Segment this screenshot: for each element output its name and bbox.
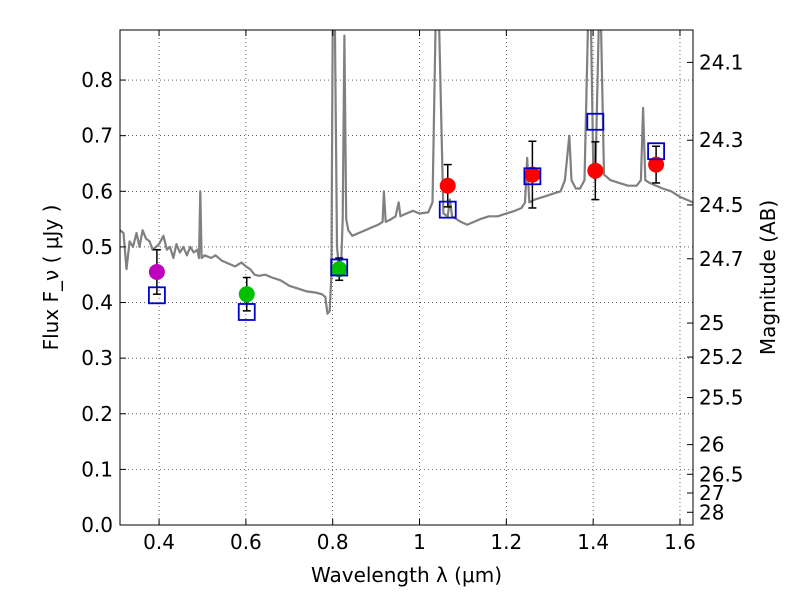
right-tick-label: 27 <box>699 481 724 505</box>
data-point <box>524 166 541 183</box>
spectrum-line <box>120 30 693 315</box>
model-point <box>438 200 457 219</box>
right-tick-label: 25.2 <box>699 345 744 369</box>
x-tick-label: 1.2 <box>490 530 522 554</box>
right-tick-label: 24.5 <box>699 193 744 217</box>
error-bars <box>152 140 661 312</box>
x-tick-label: 1 <box>413 530 426 554</box>
x-tick-label: 0.4 <box>143 530 175 554</box>
right-tick-label: 26 <box>699 433 724 457</box>
right-tick-label: 26.5 <box>699 462 744 486</box>
data-point <box>439 177 456 194</box>
data-point <box>648 156 665 173</box>
y-tick-label: 0.4 <box>81 291 113 315</box>
data-point <box>331 261 348 278</box>
data-point <box>238 286 255 303</box>
y-tick-label: 0.1 <box>81 457 113 481</box>
x-axis-label: Wavelength λ (μm) <box>311 563 502 587</box>
right-tick-label: 24.1 <box>699 50 744 74</box>
y-tick-label: 0.8 <box>81 68 113 92</box>
right-tick-label: 25 <box>699 311 724 335</box>
data-point <box>587 162 604 179</box>
x-tick-label: 1.6 <box>664 530 696 554</box>
y-tick-label: 0.6 <box>81 179 113 203</box>
right-y-axis-label: Magnitude (AB) <box>756 200 780 355</box>
model-point <box>147 286 166 305</box>
y-tick-label: 0.0 <box>81 513 113 537</box>
y-tick-label: 0.7 <box>81 124 113 148</box>
model-spectrum <box>120 30 693 315</box>
observed-photometry <box>148 156 665 303</box>
y-tick-label: 0.2 <box>81 402 113 426</box>
right-tick-label: 25.5 <box>699 386 744 410</box>
model-point <box>330 258 349 277</box>
right-tick-label: 28 <box>699 500 724 524</box>
x-tick-label: 1.4 <box>577 530 609 554</box>
right-tick-label: 24.3 <box>699 128 744 152</box>
model-point <box>237 303 256 321</box>
data-point <box>148 263 165 280</box>
model-point <box>523 167 542 186</box>
y-tick-label: 0.3 <box>81 346 113 370</box>
axis-ticks: 0.4 0.6 0.8 1 1.2 1.4 1.6 0.0 0.1 0.2 0.3 0.4 0.5 0.6… <box>81 30 744 554</box>
x-tick-label: 0.8 <box>317 530 349 554</box>
model-photometry <box>147 112 666 321</box>
y-axis-label: Flux F_ν ( μJy ) <box>39 205 63 351</box>
right-tick-label: 24.7 <box>699 247 744 271</box>
plot-frame <box>119 29 694 526</box>
grid-lines <box>120 30 693 526</box>
model-point <box>647 142 666 161</box>
model-point <box>586 112 605 131</box>
y-tick-label: 0.5 <box>81 235 113 259</box>
x-tick-label: 0.6 <box>230 530 262 554</box>
